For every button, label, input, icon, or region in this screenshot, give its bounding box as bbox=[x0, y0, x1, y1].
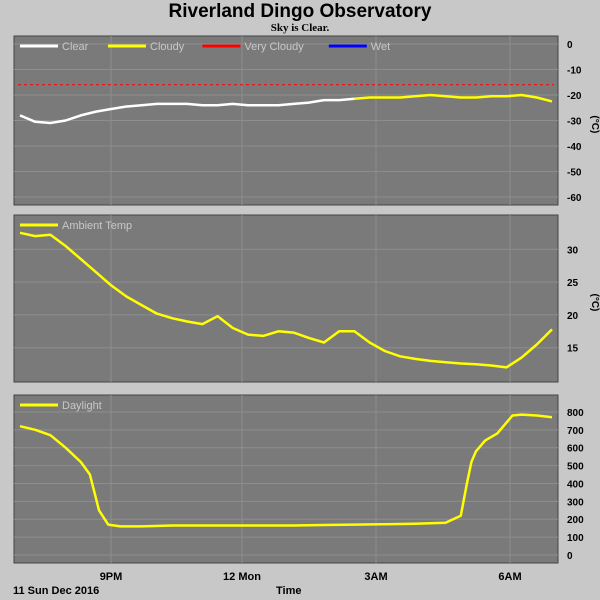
series-line-ambient-temp bbox=[19, 231, 553, 369]
y-tick-label: 800 bbox=[567, 408, 584, 419]
x-tick-9pm: 9PM bbox=[99, 571, 123, 583]
y-tick-label: 500 bbox=[567, 462, 584, 473]
y-tick-label: 20 bbox=[567, 311, 579, 322]
y-tick-label: 700 bbox=[567, 426, 584, 437]
y-axis-label: (°C) bbox=[589, 115, 600, 133]
y-axis-label: (°C) bbox=[589, 293, 600, 311]
y-tick-label: 400 bbox=[567, 479, 584, 490]
legend-label-very-cloudy: Very Cloudy bbox=[244, 41, 304, 53]
x-axis-label: Time bbox=[276, 585, 302, 597]
y-tick-label: 30 bbox=[567, 245, 579, 256]
sky-status: Sky is Clear. bbox=[270, 22, 330, 34]
legend-label-wet: Wet bbox=[371, 41, 390, 53]
y-tick-label: 15 bbox=[567, 344, 579, 355]
y-tick-label: 0 bbox=[567, 551, 573, 562]
series-line-cloudy bbox=[354, 93, 553, 103]
y-tick-label: -20 bbox=[567, 91, 582, 102]
series-line-clear bbox=[19, 97, 355, 125]
legend-label-daylight: Daylight bbox=[62, 400, 102, 412]
y-tick-label: 300 bbox=[567, 497, 584, 508]
legend-label-ambient-temp: Ambient Temp bbox=[62, 220, 132, 232]
y-tick-label: -10 bbox=[567, 66, 582, 77]
y-tick-label: 200 bbox=[567, 515, 584, 526]
y-tick-label: 100 bbox=[567, 533, 584, 544]
y-tick-label: 25 bbox=[567, 278, 579, 289]
x-tick-12mon: 12 Mon bbox=[223, 571, 261, 583]
y-tick-label: -60 bbox=[567, 193, 582, 204]
y-tick-label: -50 bbox=[567, 168, 582, 179]
date-label: 11 Sun Dec 2016 bbox=[13, 585, 100, 597]
plot-area-3 bbox=[13, 394, 559, 564]
y-tick-label: -30 bbox=[567, 117, 582, 128]
y-tick-label: -40 bbox=[567, 142, 582, 153]
plot-area-2 bbox=[13, 214, 559, 383]
y-tick-label: 600 bbox=[567, 444, 584, 455]
x-tick-6am: 6AM bbox=[498, 571, 522, 583]
series-line-daylight bbox=[19, 413, 553, 528]
y-tick-label: 0 bbox=[567, 40, 573, 51]
page-title: Riverland Dingo Observatory bbox=[168, 1, 432, 22]
legend-label-cloudy: Cloudy bbox=[150, 41, 185, 53]
x-tick-3am: 3AM bbox=[364, 571, 388, 583]
legend-label-clear: Clear bbox=[62, 41, 89, 53]
